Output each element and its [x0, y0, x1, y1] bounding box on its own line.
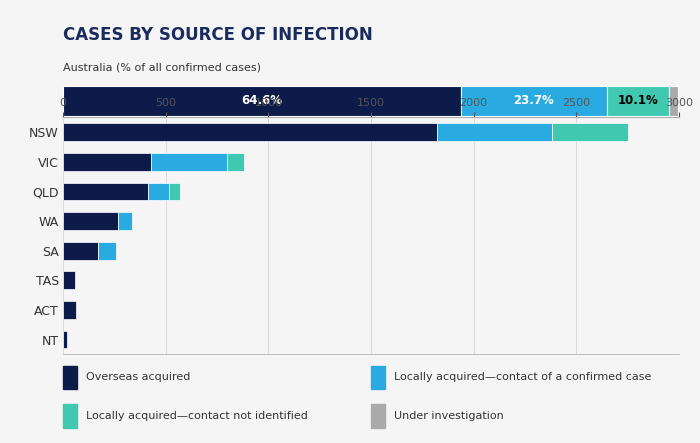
Bar: [461, 85, 607, 116]
Text: Locally acquired—contact not identified: Locally acquired—contact not identified: [86, 411, 308, 421]
Bar: [63, 365, 76, 389]
Bar: [63, 330, 66, 349]
Bar: [169, 183, 180, 200]
Text: Overseas acquired: Overseas acquired: [86, 373, 190, 382]
Bar: [63, 242, 98, 260]
Bar: [607, 85, 669, 116]
Text: 23.7%: 23.7%: [514, 94, 554, 107]
Bar: [63, 85, 461, 116]
Text: 64.6%: 64.6%: [241, 94, 283, 107]
Bar: [63, 272, 75, 289]
Bar: [151, 153, 228, 171]
Bar: [63, 123, 437, 141]
Bar: [63, 212, 118, 230]
Bar: [371, 365, 384, 389]
Text: Locally acquired—contact of a confirmed case: Locally acquired—contact of a confirmed …: [394, 373, 651, 382]
Bar: [63, 183, 148, 200]
Bar: [63, 301, 76, 319]
Text: 10.1%: 10.1%: [617, 94, 659, 107]
Text: Australia (% of all confirmed cases): Australia (% of all confirmed cases): [63, 62, 261, 73]
Bar: [118, 212, 132, 230]
Bar: [63, 404, 76, 428]
Text: CASES BY SOURCE OF INFECTION: CASES BY SOURCE OF INFECTION: [63, 27, 372, 44]
Text: Under investigation: Under investigation: [394, 411, 503, 421]
Bar: [552, 123, 628, 141]
Bar: [98, 242, 116, 260]
Bar: [148, 183, 169, 200]
Bar: [437, 123, 552, 141]
Bar: [371, 404, 384, 428]
Bar: [228, 153, 244, 171]
Bar: [63, 153, 151, 171]
Bar: [669, 85, 678, 116]
